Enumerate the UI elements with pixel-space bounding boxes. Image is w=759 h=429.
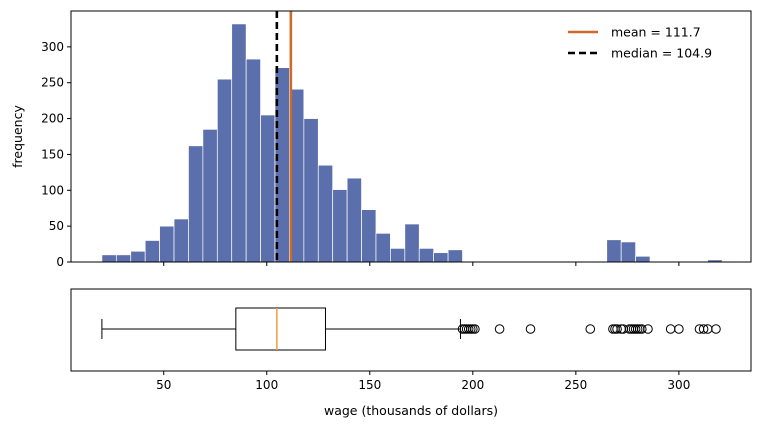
histogram-bar [260, 114, 276, 263]
histogram-bar [130, 250, 146, 263]
histogram-bar [303, 118, 319, 263]
histogram-bar [361, 209, 377, 263]
outlier-point [711, 324, 721, 334]
histogram-panel: 0 50 100 150 200 250 300 frequency mean = 111.7 m… [10, 10, 752, 269]
y-tick-label: 150 [41, 147, 64, 161]
histogram-bar [216, 78, 233, 263]
y-tick-label: 0 [56, 255, 64, 269]
histogram-bar [447, 249, 463, 263]
histogram-bar [115, 254, 132, 263]
histogram-bar [404, 223, 420, 263]
histogram-bar [346, 177, 362, 263]
histogram-bar [317, 164, 334, 263]
y-tick-label: 300 [41, 40, 64, 54]
histogram-frame [70, 10, 752, 263]
box-iqr [235, 307, 326, 351]
boxplot-panel: 50 100 150 200 250 300 wage (thousands of doll… [70, 288, 752, 418]
histogram-bar [606, 239, 622, 263]
outlier-point [643, 324, 653, 334]
histogram-bar [202, 128, 218, 263]
histogram-bar [635, 255, 651, 263]
outlier-point [585, 324, 596, 334]
x-tick-label: 250 [564, 378, 587, 392]
outlier-point [636, 324, 647, 334]
histogram-bar [390, 248, 406, 263]
y-tick-label: 50 [49, 219, 64, 233]
histogram-bar [332, 189, 348, 263]
histogram-bar [418, 248, 435, 263]
histogram-bar [245, 58, 261, 263]
histogram-bar [231, 23, 247, 263]
legend-median-label: median = 104.9 [611, 46, 712, 61]
x-tick-label: 200 [461, 378, 484, 392]
y-axis-label: frequency [10, 105, 25, 168]
histogram-bar [433, 252, 449, 263]
x-axis-label: wage (thousands of dollars) [324, 403, 498, 418]
y-tick-label: 100 [41, 183, 64, 197]
boxplot-frame [70, 288, 752, 372]
outlier-point [612, 324, 622, 334]
x-tick-label: 100 [255, 378, 278, 392]
x-tick-label: 50 [156, 378, 171, 392]
outlier-point [698, 324, 709, 334]
outlier-point [525, 324, 536, 334]
histogram-bar [173, 218, 189, 263]
x-tick-label: 300 [667, 378, 690, 392]
histogram-bar [620, 241, 636, 263]
histogram-bar [159, 225, 175, 263]
outlier-point [674, 324, 684, 334]
outlier-point [470, 324, 480, 334]
legend-mean-label: mean = 111.7 [611, 25, 701, 40]
outlier-point [665, 324, 676, 334]
histogram-bar [188, 145, 204, 263]
histogram-bar [144, 240, 160, 263]
outlier-point [494, 324, 505, 334]
histogram-bar [375, 232, 391, 263]
histogram-bar [101, 254, 117, 263]
y-tick-label: 200 [41, 112, 64, 126]
y-tick-label: 250 [41, 76, 64, 90]
x-tick-label: 150 [358, 378, 381, 392]
